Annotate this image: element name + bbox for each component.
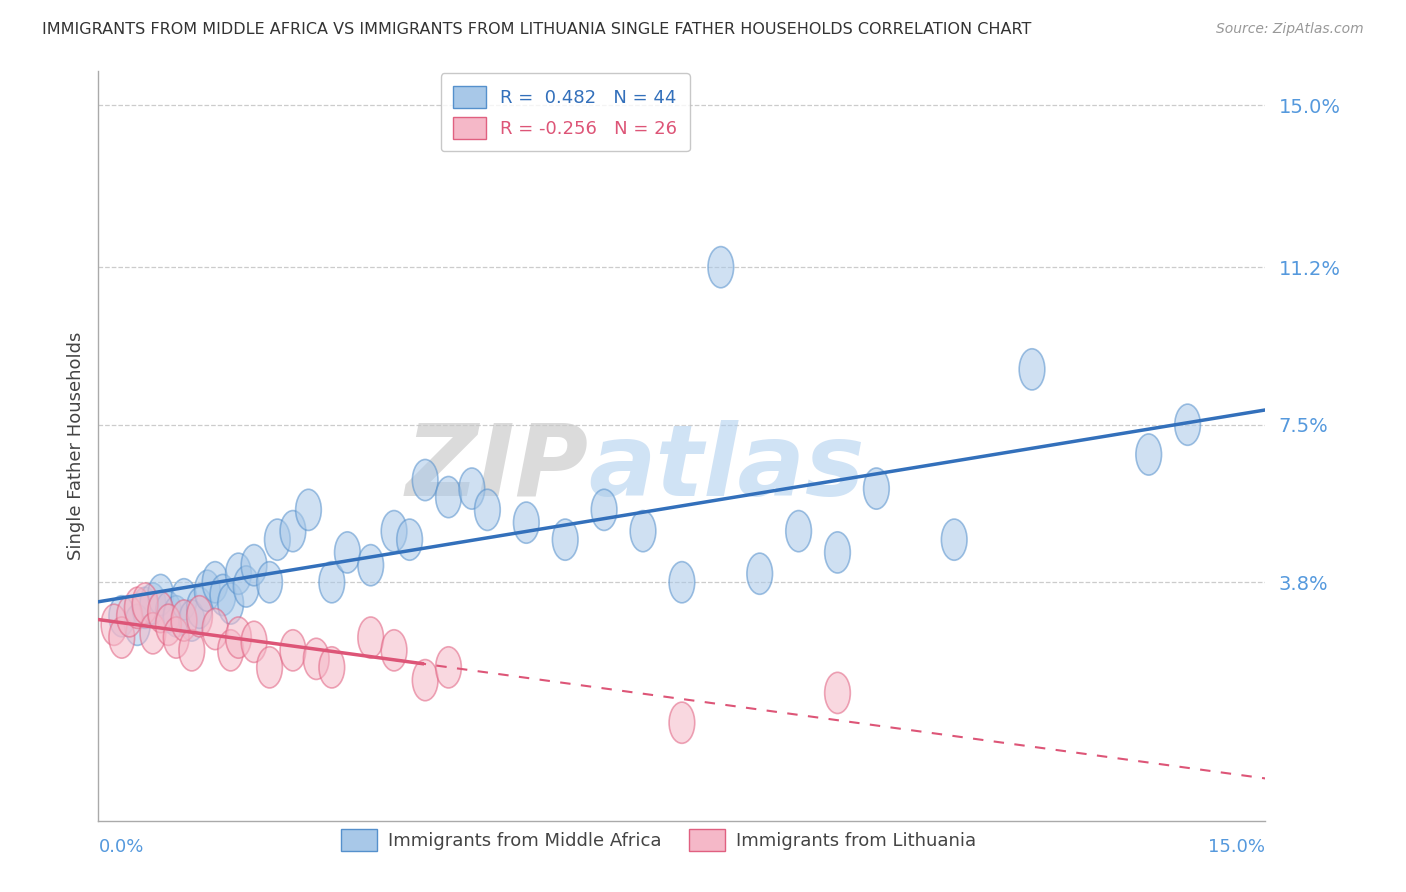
Text: Source: ZipAtlas.com: Source: ZipAtlas.com bbox=[1216, 22, 1364, 37]
Ellipse shape bbox=[101, 604, 127, 646]
Y-axis label: Single Father Households: Single Father Households bbox=[66, 332, 84, 560]
Ellipse shape bbox=[179, 630, 205, 671]
Ellipse shape bbox=[669, 562, 695, 603]
Ellipse shape bbox=[436, 647, 461, 688]
Ellipse shape bbox=[412, 459, 439, 500]
Ellipse shape bbox=[396, 519, 422, 560]
Ellipse shape bbox=[1175, 404, 1201, 445]
Ellipse shape bbox=[163, 596, 188, 637]
Ellipse shape bbox=[825, 673, 851, 714]
Ellipse shape bbox=[553, 519, 578, 560]
Ellipse shape bbox=[942, 519, 967, 560]
Ellipse shape bbox=[513, 502, 538, 543]
Ellipse shape bbox=[218, 630, 243, 671]
Ellipse shape bbox=[669, 702, 695, 743]
Ellipse shape bbox=[381, 630, 406, 671]
Ellipse shape bbox=[359, 545, 384, 586]
Ellipse shape bbox=[436, 476, 461, 517]
Ellipse shape bbox=[335, 532, 360, 573]
Ellipse shape bbox=[304, 639, 329, 680]
Ellipse shape bbox=[630, 510, 655, 552]
Ellipse shape bbox=[412, 659, 439, 701]
Text: atlas: atlas bbox=[589, 420, 865, 517]
Ellipse shape bbox=[257, 647, 283, 688]
Ellipse shape bbox=[264, 519, 290, 560]
Text: 0.0%: 0.0% bbox=[98, 838, 143, 855]
Ellipse shape bbox=[209, 574, 236, 615]
Ellipse shape bbox=[179, 600, 205, 641]
Ellipse shape bbox=[863, 468, 889, 509]
Ellipse shape bbox=[475, 489, 501, 531]
Ellipse shape bbox=[825, 532, 851, 573]
Text: ZIP: ZIP bbox=[405, 420, 589, 517]
Ellipse shape bbox=[257, 562, 283, 603]
Ellipse shape bbox=[295, 489, 322, 531]
Ellipse shape bbox=[108, 617, 135, 658]
Ellipse shape bbox=[381, 510, 406, 552]
Ellipse shape bbox=[148, 591, 173, 632]
Legend: Immigrants from Middle Africa, Immigrants from Lithuania: Immigrants from Middle Africa, Immigrant… bbox=[335, 822, 983, 858]
Ellipse shape bbox=[225, 553, 252, 594]
Text: 15.0%: 15.0% bbox=[1208, 838, 1265, 855]
Ellipse shape bbox=[747, 553, 772, 594]
Ellipse shape bbox=[458, 468, 485, 509]
Ellipse shape bbox=[786, 510, 811, 552]
Ellipse shape bbox=[141, 582, 166, 624]
Ellipse shape bbox=[172, 600, 197, 641]
Ellipse shape bbox=[592, 489, 617, 531]
Ellipse shape bbox=[125, 587, 150, 628]
Text: IMMIGRANTS FROM MIDDLE AFRICA VS IMMIGRANTS FROM LITHUANIA SINGLE FATHER HOUSEHO: IMMIGRANTS FROM MIDDLE AFRICA VS IMMIGRA… bbox=[42, 22, 1032, 37]
Ellipse shape bbox=[709, 246, 734, 288]
Ellipse shape bbox=[187, 587, 212, 628]
Ellipse shape bbox=[187, 596, 212, 637]
Ellipse shape bbox=[156, 604, 181, 646]
Ellipse shape bbox=[319, 647, 344, 688]
Ellipse shape bbox=[141, 613, 166, 654]
Ellipse shape bbox=[117, 596, 142, 637]
Ellipse shape bbox=[242, 545, 267, 586]
Ellipse shape bbox=[156, 591, 181, 632]
Ellipse shape bbox=[132, 587, 157, 628]
Ellipse shape bbox=[1019, 349, 1045, 390]
Ellipse shape bbox=[125, 604, 150, 646]
Ellipse shape bbox=[163, 617, 188, 658]
Ellipse shape bbox=[1136, 434, 1161, 475]
Ellipse shape bbox=[359, 617, 384, 658]
Ellipse shape bbox=[319, 562, 344, 603]
Ellipse shape bbox=[132, 582, 157, 624]
Ellipse shape bbox=[233, 566, 259, 607]
Ellipse shape bbox=[202, 608, 228, 649]
Ellipse shape bbox=[225, 617, 252, 658]
Ellipse shape bbox=[108, 596, 135, 637]
Ellipse shape bbox=[280, 630, 305, 671]
Ellipse shape bbox=[280, 510, 305, 552]
Ellipse shape bbox=[194, 570, 221, 611]
Ellipse shape bbox=[242, 621, 267, 663]
Ellipse shape bbox=[148, 574, 173, 615]
Ellipse shape bbox=[218, 582, 243, 624]
Ellipse shape bbox=[202, 562, 228, 603]
Ellipse shape bbox=[172, 579, 197, 620]
